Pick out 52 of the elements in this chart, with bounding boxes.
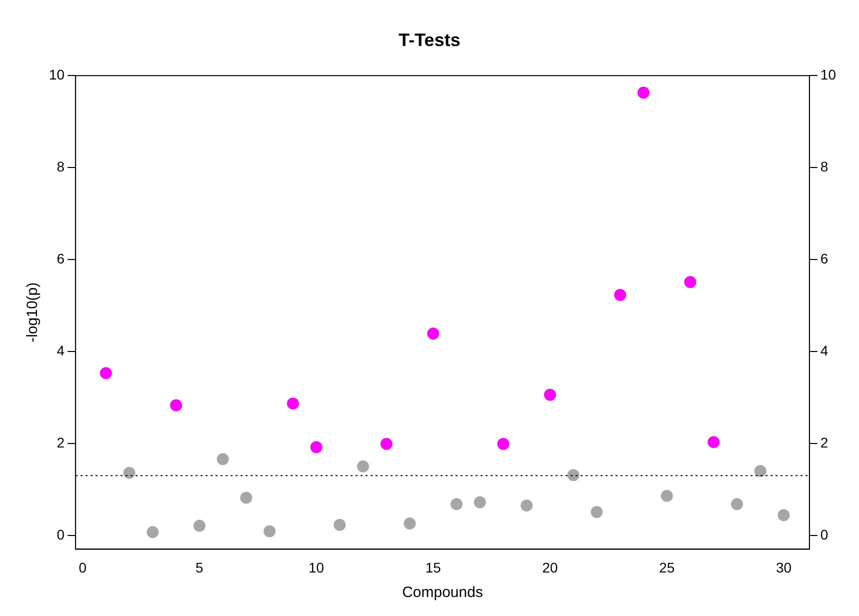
- point: [193, 520, 206, 532]
- x-tick-label: 15: [425, 559, 442, 576]
- point: [240, 492, 252, 504]
- y-tick-label: 0: [56, 526, 65, 542]
- x-tick-label: 10: [308, 559, 324, 576]
- point: [264, 525, 276, 538]
- y2-tick-label: 0: [820, 526, 828, 542]
- point: [334, 518, 346, 531]
- x-tick-label: 0: [78, 559, 87, 576]
- point: [380, 438, 392, 450]
- x-tick-label: 30: [776, 559, 792, 576]
- y-tick-label: 6: [56, 250, 65, 266]
- point: [310, 441, 322, 454]
- point: [427, 328, 440, 340]
- y-tick-label: 8: [56, 158, 65, 174]
- point: [567, 469, 580, 482]
- point: [730, 498, 743, 510]
- point: [754, 465, 766, 478]
- chart-title: T-Tests: [398, 30, 460, 50]
- point: [123, 466, 136, 479]
- x-tick-label: 20: [542, 559, 558, 576]
- x-axis-title: Compounds: [402, 584, 483, 602]
- y-tick-label: 2: [56, 434, 65, 450]
- point: [708, 436, 720, 448]
- y-tick-label: 10: [48, 66, 65, 82]
- point: [450, 498, 463, 510]
- point: [357, 460, 370, 472]
- point: [146, 526, 159, 538]
- y2-tick-label: 4: [820, 342, 828, 358]
- y2-tick-label: 2: [820, 434, 828, 450]
- point: [286, 397, 299, 410]
- point: [474, 496, 486, 508]
- point: [497, 438, 510, 450]
- point: [216, 453, 229, 466]
- y2-tick-label: 8: [820, 158, 828, 174]
- y2-tick-label: 10: [820, 66, 836, 82]
- point: [100, 367, 112, 380]
- y-axis-title: -log10(p): [24, 282, 42, 342]
- point: [614, 288, 626, 301]
- point: [590, 506, 603, 518]
- x-tick-label: 5: [196, 559, 204, 576]
- point: [404, 517, 416, 530]
- point: [544, 388, 556, 401]
- point: [660, 490, 673, 502]
- x-tick-label: 25: [659, 559, 675, 576]
- point: [520, 500, 533, 512]
- point: [684, 276, 696, 288]
- y2-tick-label: 6: [820, 250, 828, 266]
- point: [778, 509, 790, 522]
- y-tick-label: 4: [56, 342, 65, 358]
- point: [637, 86, 650, 99]
- point: [170, 399, 182, 412]
